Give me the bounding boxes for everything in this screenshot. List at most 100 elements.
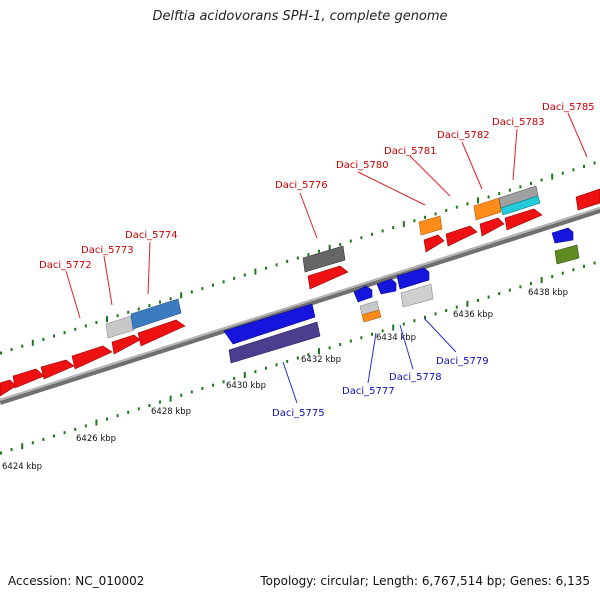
minor-tick (360, 236, 363, 240)
minor-tick (519, 185, 522, 189)
map-title: Delftia acidovorans SPH-1, complete geno… (152, 9, 448, 24)
minor-tick (477, 298, 479, 302)
gene-label[interactable]: Daci_5781 (384, 146, 437, 157)
minor-tick (275, 263, 278, 267)
forward-genes (0, 185, 600, 397)
major-tick (318, 348, 320, 355)
scale-labels: 6424 kbp 6426 kbp 6428 kbp 6430 kbp 6432… (2, 288, 568, 472)
minor-tick (265, 266, 267, 270)
minor-tick (286, 259, 289, 263)
minor-tick (180, 393, 183, 397)
minor-tick (74, 427, 77, 431)
minor-tick (116, 414, 119, 418)
minor-tick (307, 253, 310, 257)
gene-block[interactable] (228, 321, 321, 364)
minor-tick (349, 339, 352, 343)
minor-tick (572, 268, 575, 272)
gene-block[interactable] (473, 197, 502, 221)
gene-arrow[interactable] (353, 285, 373, 303)
minor-tick (540, 178, 543, 182)
gene-label[interactable]: Daci_5785 (542, 102, 595, 113)
gene-arrow[interactable] (376, 278, 397, 295)
minor-tick (127, 410, 130, 414)
minor-tick (583, 164, 585, 168)
gene-label[interactable]: Daci_5774 (125, 230, 178, 241)
minor-tick (0, 451, 2, 455)
minor-tick (392, 226, 395, 229)
gene-label[interactable]: Daci_5775 (272, 408, 325, 419)
gene-arrow[interactable] (575, 188, 600, 211)
minor-tick (466, 202, 469, 206)
minor-tick (212, 283, 214, 287)
genome-backbone-highlight (0, 207, 600, 401)
gene-block[interactable] (554, 244, 580, 265)
minor-tick (498, 292, 501, 296)
minor-tick (127, 310, 130, 314)
minor-tick (254, 370, 257, 374)
minor-tick (296, 356, 299, 360)
gene-arrow[interactable] (445, 225, 478, 247)
minor-tick (63, 331, 66, 335)
gene-label[interactable]: Daci_5776 (275, 180, 328, 191)
gene-block[interactable] (130, 298, 182, 330)
gene-label[interactable]: Daci_5778 (389, 372, 442, 383)
minor-tick (74, 327, 77, 331)
minor-tick (498, 192, 501, 196)
gene-label[interactable]: Daci_5773 (81, 245, 134, 256)
gene-block[interactable] (361, 309, 382, 323)
gene-arrow[interactable] (111, 334, 141, 355)
gene-arrow[interactable] (423, 234, 445, 253)
gene-block[interactable] (105, 315, 135, 339)
scale-label: 6434 kbp (376, 333, 416, 343)
gene-label[interactable]: Daci_5772 (39, 260, 92, 271)
minor-tick (190, 290, 193, 294)
gene-arrow[interactable] (137, 319, 186, 347)
gene-arrow[interactable] (0, 379, 17, 397)
reverse-gene-labels: Daci_5775 Daci_5777 Daci_5778 Daci_5779 (272, 356, 489, 419)
minor-tick (84, 324, 87, 328)
gene-arrow[interactable] (396, 267, 430, 290)
minor-tick (95, 321, 98, 324)
major-tick (402, 221, 405, 228)
minor-tick (339, 343, 342, 346)
gene-label[interactable]: Daci_5777 (342, 386, 395, 397)
minor-tick (169, 297, 172, 301)
major-tick (392, 324, 395, 331)
genome-backbone (0, 207, 600, 405)
minor-tick (148, 404, 151, 407)
gene-block[interactable] (400, 283, 434, 308)
gene-label[interactable]: Daci_5779 (436, 356, 489, 367)
minor-tick (201, 387, 204, 391)
gene-block[interactable] (418, 215, 443, 236)
gene-arrow[interactable] (71, 345, 113, 370)
minor-tick (286, 359, 289, 363)
gene-arrow[interactable] (307, 265, 349, 290)
minor-tick (371, 232, 373, 236)
gene-block[interactable] (302, 245, 346, 273)
minor-tick (413, 319, 416, 323)
minor-tick (318, 249, 320, 253)
minor-tick (445, 309, 448, 312)
gene-arrow[interactable] (40, 359, 75, 380)
genome-summary-text: Topology: circular; Length: 6,767,514 bp… (260, 574, 590, 588)
minor-tick (339, 243, 342, 246)
scale-label: 6424 kbp (2, 462, 42, 472)
gene-label[interactable]: Daci_5780 (336, 160, 389, 171)
gene-arrow[interactable] (12, 368, 45, 389)
minor-tick (508, 188, 511, 192)
gene-arrow[interactable] (479, 217, 505, 237)
gene-arrow[interactable] (223, 303, 316, 345)
minor-tick (424, 315, 426, 319)
reverse-genes (223, 227, 580, 364)
minor-tick (434, 212, 437, 216)
gene-arrow[interactable] (504, 208, 543, 231)
gene-block[interactable] (500, 195, 541, 216)
gene-label[interactable]: Daci_5782 (437, 130, 490, 141)
minor-tick (275, 363, 278, 367)
major-tick (466, 300, 469, 307)
minor-tick (10, 348, 13, 352)
gene-label[interactable]: Daci_5783 (492, 117, 545, 128)
gene-arrow[interactable] (551, 227, 574, 244)
minor-tick (445, 209, 448, 212)
minor-tick (42, 437, 45, 441)
